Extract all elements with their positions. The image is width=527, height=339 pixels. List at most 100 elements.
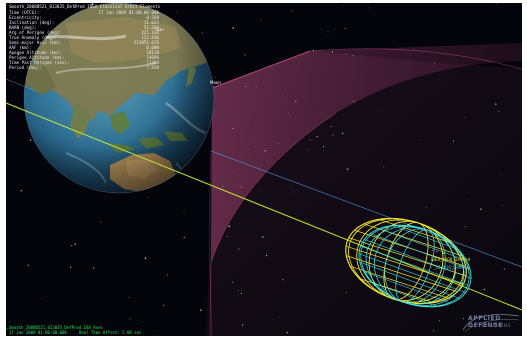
- star: [163, 304, 165, 306]
- scene-svg: [6, 3, 522, 336]
- orbit-parallel: [379, 228, 467, 261]
- hud-row: True Anomaly (deg): 122.836: [9, 35, 159, 40]
- star: [91, 3, 94, 5]
- hud-row-label: Semi-major Axis (km):: [9, 40, 62, 45]
- star: [45, 296, 47, 297]
- sun-label: Sun: [156, 27, 164, 32]
- hud-row-label: Apogee Altitude (km):: [9, 50, 62, 55]
- star: [20, 190, 22, 192]
- hud-row-value: 11.034: [143, 20, 159, 25]
- orbit-meridian: [348, 218, 464, 304]
- hud-row-label: True Anomaly (deg):: [9, 35, 57, 40]
- hud-row-value: 213051.076: [133, 40, 159, 45]
- star: [128, 296, 130, 298]
- star: [70, 244, 73, 247]
- star: [343, 5, 345, 6]
- hud-row-label: AAF (km):: [9, 45, 32, 50]
- moon-vector-line: [6, 78, 37, 92]
- orbit-parallel: [363, 271, 451, 304]
- sensor-cone: [206, 43, 522, 336]
- star: [232, 27, 234, 29]
- orbit-label-yellow: IBEX_2008_DefPred: [431, 257, 471, 262]
- star: [69, 266, 72, 268]
- 3d-viewport[interactable]: Smooth_20080521_013035_DefPred IBEX Clas…: [6, 3, 522, 336]
- hud-row-value: 7.958: [146, 65, 159, 70]
- hud-row-label: Period (day):: [9, 65, 42, 70]
- star: [214, 76, 216, 78]
- star: [100, 221, 102, 223]
- star: [244, 54, 246, 56]
- star: [93, 267, 95, 269]
- hud-row: Inclination (deg): 11.034: [9, 20, 159, 25]
- hud-row: Time Past Perigee (sec): 71304: [9, 60, 159, 65]
- star: [74, 243, 76, 245]
- orbit-parallel: [359, 261, 460, 299]
- star: [176, 11, 177, 13]
- hud-row-value: 0.000: [146, 45, 159, 50]
- star: [260, 19, 262, 21]
- hud-row-value: 14096: [146, 55, 159, 60]
- star: [27, 264, 30, 267]
- hud-row-label: RAAN (deg):: [9, 25, 37, 30]
- star: [12, 84, 14, 86]
- star: [143, 321, 144, 322]
- hud-row: RAAN (deg): 51.683: [9, 25, 159, 30]
- star: [29, 139, 32, 141]
- orbit-parallel: [346, 255, 458, 293]
- hud-row-value: 122.836: [141, 35, 159, 40]
- star: [93, 330, 95, 332]
- hud-row-value: 18128: [146, 50, 159, 55]
- velocity-vector-line: [210, 150, 522, 268]
- orbit-parallel: [364, 239, 472, 279]
- hud-title: Smooth_20080521_013035_DefPred IBEX Clas…: [9, 4, 161, 9]
- hud-row: Eccentricity: 0.568: [9, 15, 159, 20]
- hud-row: AAF (km): 0.000: [9, 45, 159, 50]
- orbit-parallel: [370, 233, 471, 271]
- star: [325, 35, 327, 37]
- star: [495, 3, 497, 5]
- earth-globe: [23, 3, 215, 194]
- star: [7, 328, 9, 330]
- hud-row: Semi-major Axis (km): 213051.076: [9, 40, 159, 45]
- orbit-parallel: [371, 282, 438, 307]
- hud-row: Time (UTCG): 17 Jan 2009 01:00:00.000: [9, 10, 159, 15]
- star: [183, 236, 185, 238]
- star: [74, 6, 76, 8]
- hud-row-label: Eccentricity:: [9, 15, 42, 20]
- orbit-parallel: [392, 225, 459, 250]
- hud-row-label: Perigee Altitude (km):: [9, 55, 65, 60]
- star: [129, 318, 131, 320]
- hud-row-value: 71304: [146, 60, 159, 65]
- star: [17, 53, 20, 56]
- star: [157, 335, 159, 336]
- hud-row: Apogee Altitude (km): 18128: [9, 50, 159, 55]
- orbit-parallel: [358, 253, 466, 293]
- hud-row-value: 0.568: [146, 15, 159, 20]
- hud-row-value: 221.104: [141, 30, 159, 35]
- star: [200, 309, 202, 311]
- star: [369, 7, 370, 9]
- orbit-parallel: [378, 219, 453, 244]
- star: [183, 212, 185, 214]
- hud-row: Perigee Altitude (km): 14096: [9, 55, 159, 60]
- hud-row-label: Time (UTCG):: [9, 10, 40, 15]
- hud-row: Period (day): 7.958: [9, 65, 159, 70]
- brand-subtitle: SOLUTIONS: [481, 323, 512, 328]
- hud-row-label: Time Past Perigee (sec):: [9, 60, 70, 65]
- hud-row-value: 17 Jan 2009 01:00:00.000: [98, 10, 159, 15]
- hud-row: Arg of Perigee (deg): 221.104: [9, 30, 159, 35]
- orbit-parallel: [360, 245, 470, 287]
- star: [327, 31, 329, 33]
- hud-row-label: Arg of Perigee (deg):: [9, 30, 62, 35]
- orbit-elements-readout: Time (UTCG): 17 Jan 2009 01:00:00.000 Ecce…: [9, 10, 159, 70]
- star: [144, 257, 147, 260]
- bottom-axes-label: Smooth_20080521_013035_DefPred IBX Axes: [9, 325, 103, 330]
- star: [344, 27, 346, 30]
- star: [291, 10, 293, 12]
- orbit-ellipse-cyan: [358, 224, 472, 308]
- orbit-parallel: [345, 245, 464, 285]
- brand-swoosh-icon: [462, 314, 520, 333]
- star: [6, 164, 7, 166]
- brand-name: APPLIED DEFENSE: [468, 315, 503, 329]
- brand-logo: APPLIED DEFENSE SOLUTIONS: [461, 312, 521, 334]
